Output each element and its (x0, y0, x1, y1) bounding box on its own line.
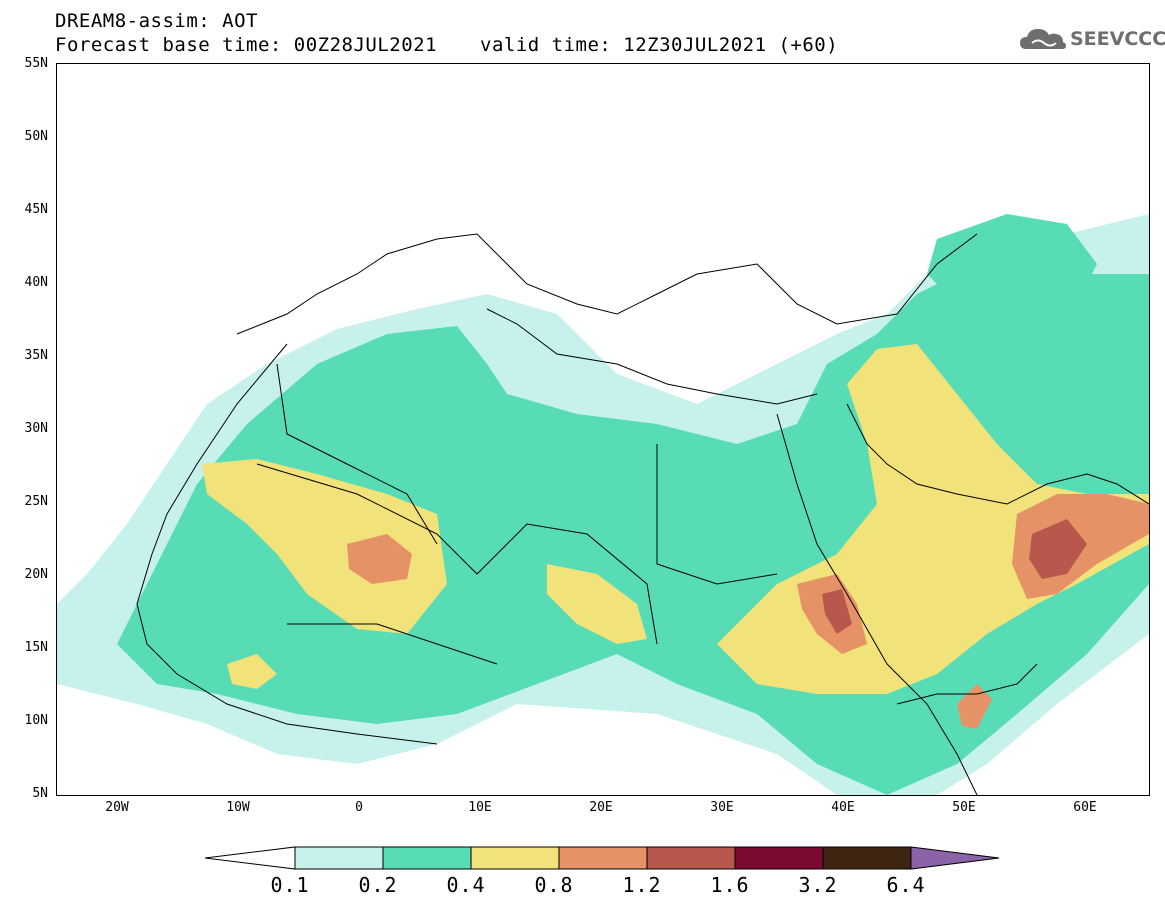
colorbar-label: 6.4 (886, 873, 926, 897)
lat-label: 30N (24, 421, 48, 436)
logo: SEEVCCC (1018, 23, 1165, 57)
colorbar-segment (558, 846, 648, 870)
colorbar-segment (646, 846, 736, 870)
forecast-base-time: Forecast base time: 00Z28JUL2021 (55, 34, 438, 56)
lat-label: 55N (24, 56, 48, 71)
map-title: DREAM8-assim: AOT (55, 10, 258, 32)
aot-contour-0.4-central (547, 564, 647, 644)
colorbar-label: 0.4 (446, 873, 486, 897)
aot-field (57, 214, 1149, 795)
coastlines (136, 233, 1149, 795)
valid-time: valid time: 12Z30JUL2021 (+60) (480, 34, 839, 56)
colorbar-segment (734, 846, 824, 870)
lat-label: 45N (24, 202, 48, 217)
lat-label: 25N (24, 494, 48, 509)
lat-label: 10N (24, 713, 48, 728)
colorbar-label: 0.2 (358, 873, 398, 897)
logo-text: SEEVCCC (1070, 28, 1165, 50)
aot-contour-0.8-somalia (957, 684, 992, 729)
colorbar-arrow-left (205, 846, 296, 870)
colorbar-segment (294, 846, 384, 870)
colorbar-arrow-right (910, 846, 1000, 870)
lon-label: 40E (831, 800, 855, 815)
lon-label: 10W (226, 800, 250, 815)
lon-label: 0 (355, 800, 363, 815)
aot-contour-0.4-spot (227, 654, 277, 689)
lat-label: 20N (24, 567, 48, 582)
colorbar-segment (822, 846, 912, 870)
colorbar-segment (470, 846, 560, 870)
lon-label: 10E (468, 800, 492, 815)
lat-label: 15N (24, 640, 48, 655)
lat-label: 40N (24, 275, 48, 290)
lon-label: 60E (1073, 800, 1097, 815)
aot-contour-0.2-north (927, 214, 1097, 329)
lon-label: 50E (952, 800, 976, 815)
aot-contour-0.8-west (347, 534, 412, 584)
lat-label: 35N (24, 348, 48, 363)
colorbar-segment (382, 846, 472, 870)
colorbar-label: 1.6 (710, 873, 750, 897)
lon-label: 20E (589, 800, 613, 815)
map-panel[interactable] (56, 63, 1150, 796)
colorbar-label: 3.2 (798, 873, 838, 897)
aot-contour-1.2-red-sea (822, 589, 852, 634)
aot-contour-1.2-oman (1029, 519, 1087, 579)
lat-label: 50N (24, 129, 48, 144)
lon-label: 30E (710, 800, 734, 815)
lon-label: 20W (105, 800, 129, 815)
colorbar-label: 1.2 (622, 873, 662, 897)
cloud-icon (1020, 29, 1066, 49)
aot-contour-0.4-west (202, 459, 447, 634)
lat-label: 5N (32, 786, 48, 801)
colorbar (205, 846, 1000, 870)
colorbar-label: 0.8 (534, 873, 574, 897)
colorbar-label: 0.1 (270, 873, 310, 897)
